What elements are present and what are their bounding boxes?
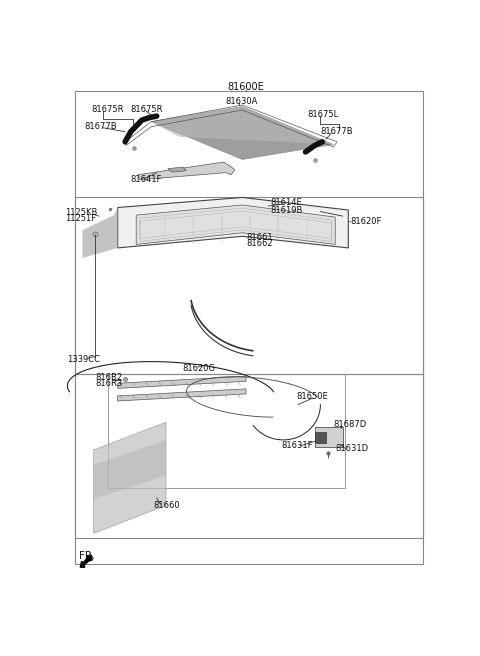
- Text: 1125KB: 1125KB: [66, 207, 98, 216]
- FancyArrow shape: [80, 555, 92, 567]
- Polygon shape: [94, 422, 166, 533]
- Text: 81650E: 81650E: [296, 392, 328, 401]
- Polygon shape: [315, 427, 343, 447]
- Polygon shape: [168, 167, 186, 172]
- Polygon shape: [118, 389, 246, 401]
- Text: FR.: FR.: [79, 551, 95, 561]
- Text: 81631F: 81631F: [281, 441, 313, 451]
- Polygon shape: [94, 440, 166, 499]
- Polygon shape: [151, 121, 334, 159]
- Text: 81661: 81661: [246, 234, 273, 242]
- Polygon shape: [315, 432, 326, 443]
- Text: 81620F: 81620F: [350, 216, 382, 226]
- Text: 81675R: 81675R: [92, 104, 124, 113]
- Text: 81677B: 81677B: [321, 127, 353, 136]
- Bar: [75, 374, 423, 539]
- Text: 81630A: 81630A: [226, 97, 258, 106]
- Text: 816R2: 816R2: [96, 373, 122, 382]
- Polygon shape: [136, 205, 335, 245]
- Text: 81619B: 81619B: [270, 205, 302, 215]
- Text: 81662: 81662: [246, 239, 273, 249]
- Polygon shape: [118, 377, 246, 388]
- Text: 81675R: 81675R: [131, 104, 163, 113]
- Text: 81614E: 81614E: [270, 199, 302, 207]
- Text: 81660: 81660: [153, 501, 180, 510]
- Text: 11251F: 11251F: [66, 214, 96, 222]
- Text: 81600E: 81600E: [228, 82, 264, 92]
- Text: 81620G: 81620G: [183, 363, 216, 373]
- Text: 1339CC: 1339CC: [67, 354, 100, 363]
- Bar: [75, 197, 423, 374]
- Polygon shape: [151, 106, 334, 159]
- Text: 816R3: 816R3: [96, 379, 122, 388]
- Text: 81677B: 81677B: [84, 122, 117, 131]
- Text: 81631D: 81631D: [335, 444, 369, 453]
- Polygon shape: [83, 207, 118, 258]
- Bar: [108, 374, 345, 488]
- Text: 81687D: 81687D: [334, 420, 367, 429]
- Polygon shape: [118, 197, 348, 248]
- Text: 81641F: 81641F: [131, 175, 162, 184]
- Polygon shape: [138, 162, 235, 180]
- Text: 81675L: 81675L: [307, 110, 338, 119]
